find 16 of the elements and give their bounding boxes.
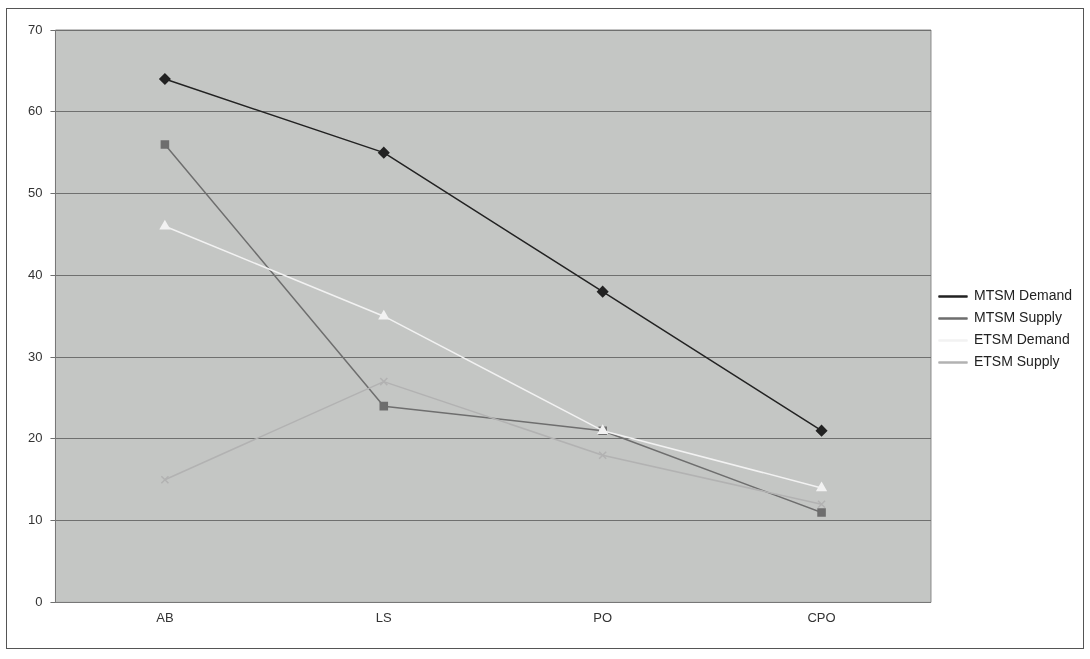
x-tick-label: AB [156, 609, 174, 625]
y-tick-label: 30 [27, 348, 43, 364]
y-tick-label: 70 [27, 21, 43, 37]
y-tick-label: 50 [27, 185, 43, 201]
x-tick-label: LS [375, 609, 393, 625]
legend-label: ETSM Supply [973, 353, 1060, 370]
x-tick-label: CPO [807, 609, 836, 625]
y-tick-label: 60 [27, 103, 43, 119]
y-tick-label: 10 [27, 512, 43, 528]
x-tick-label: PO [593, 609, 613, 625]
y-tick-label: 40 [27, 266, 43, 282]
legend-label: ETSM Demand [973, 331, 1070, 348]
y-tick-label: 0 [35, 593, 43, 609]
legend-label: MTSM Supply [973, 309, 1062, 326]
y-tick-label: 20 [27, 430, 43, 446]
legend-label: MTSM Demand [973, 287, 1073, 304]
